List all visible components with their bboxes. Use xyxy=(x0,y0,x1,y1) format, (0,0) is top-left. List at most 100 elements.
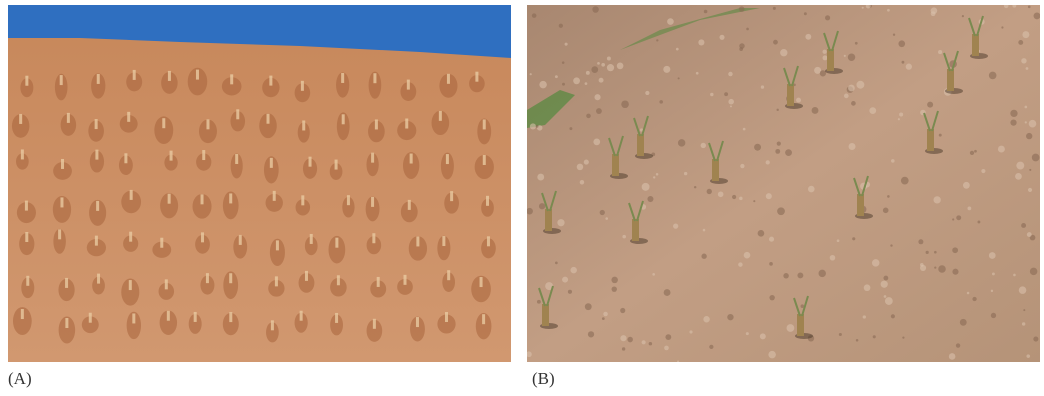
texture xyxy=(967,206,971,210)
texture xyxy=(960,319,967,326)
texture xyxy=(785,149,792,156)
texture xyxy=(931,7,938,14)
texture xyxy=(347,195,350,205)
texture xyxy=(805,34,811,40)
texture xyxy=(727,314,733,320)
texture xyxy=(196,70,199,80)
texture xyxy=(844,94,849,99)
texture xyxy=(938,265,946,273)
texture xyxy=(673,224,678,229)
texture xyxy=(927,129,934,151)
texture xyxy=(97,274,100,284)
texture xyxy=(839,333,842,336)
texture xyxy=(584,160,589,165)
texture xyxy=(777,142,781,146)
texture xyxy=(1028,6,1031,9)
texture xyxy=(1030,268,1037,275)
texture xyxy=(536,125,539,128)
texture xyxy=(863,315,866,318)
texture xyxy=(678,139,685,146)
texture xyxy=(602,317,605,320)
texture xyxy=(25,232,28,242)
texture xyxy=(555,261,558,264)
texture xyxy=(124,153,127,163)
texture xyxy=(970,151,974,155)
page: (A) (B) (() => { const data = JSON.parse… xyxy=(0,0,1044,396)
texture xyxy=(707,189,712,194)
texture xyxy=(883,276,888,281)
texture xyxy=(170,151,173,161)
texture xyxy=(405,119,408,129)
texture xyxy=(891,314,895,318)
texture xyxy=(837,239,840,242)
texture xyxy=(537,174,544,181)
texture xyxy=(642,183,650,191)
texture xyxy=(585,82,588,85)
texture xyxy=(893,34,895,36)
texture xyxy=(591,66,598,73)
texture xyxy=(769,262,773,266)
texture xyxy=(822,50,826,54)
texture xyxy=(133,70,136,80)
texture xyxy=(607,56,611,60)
texture xyxy=(869,107,876,114)
texture xyxy=(783,273,788,278)
texture xyxy=(663,66,670,73)
texture xyxy=(1034,12,1041,19)
texture xyxy=(1026,354,1030,358)
texture xyxy=(938,50,942,54)
texture xyxy=(236,109,239,119)
texture xyxy=(526,351,532,357)
texture xyxy=(372,233,375,243)
texture xyxy=(269,76,272,86)
texture xyxy=(677,360,679,362)
texture xyxy=(797,314,804,336)
texture xyxy=(862,7,864,9)
texture xyxy=(305,271,308,281)
texture xyxy=(743,128,746,131)
texture xyxy=(475,72,478,82)
texture xyxy=(974,150,977,153)
texture xyxy=(273,191,276,201)
texture xyxy=(710,93,713,96)
texture xyxy=(927,102,933,108)
texture xyxy=(656,39,658,41)
texture xyxy=(952,218,954,220)
texture xyxy=(768,351,775,358)
texture xyxy=(812,107,819,114)
texture xyxy=(335,238,338,248)
texture xyxy=(856,339,859,342)
texture xyxy=(480,277,483,287)
texture xyxy=(130,190,133,200)
texture xyxy=(442,236,445,246)
texture xyxy=(665,334,671,340)
texture xyxy=(416,236,419,246)
texture xyxy=(766,193,772,199)
texture xyxy=(373,319,376,329)
texture xyxy=(780,49,787,56)
texture xyxy=(694,186,696,188)
texture xyxy=(1001,26,1003,28)
texture xyxy=(656,173,659,176)
texture xyxy=(229,312,232,322)
texture xyxy=(416,317,419,327)
texture xyxy=(696,72,699,75)
texture xyxy=(808,186,815,193)
texture xyxy=(678,77,680,79)
texture xyxy=(601,63,605,67)
texture xyxy=(962,15,964,17)
texture xyxy=(594,94,600,100)
texture xyxy=(570,267,576,273)
texture xyxy=(885,297,893,305)
texture xyxy=(864,284,871,291)
texture xyxy=(744,252,751,259)
texture xyxy=(701,143,706,148)
texture xyxy=(642,340,646,344)
texture xyxy=(603,312,608,317)
panel-label: (B) xyxy=(532,369,555,389)
texture xyxy=(760,333,766,339)
texture xyxy=(777,207,785,215)
texture xyxy=(884,295,887,298)
texture xyxy=(761,85,764,88)
texture xyxy=(206,119,209,129)
